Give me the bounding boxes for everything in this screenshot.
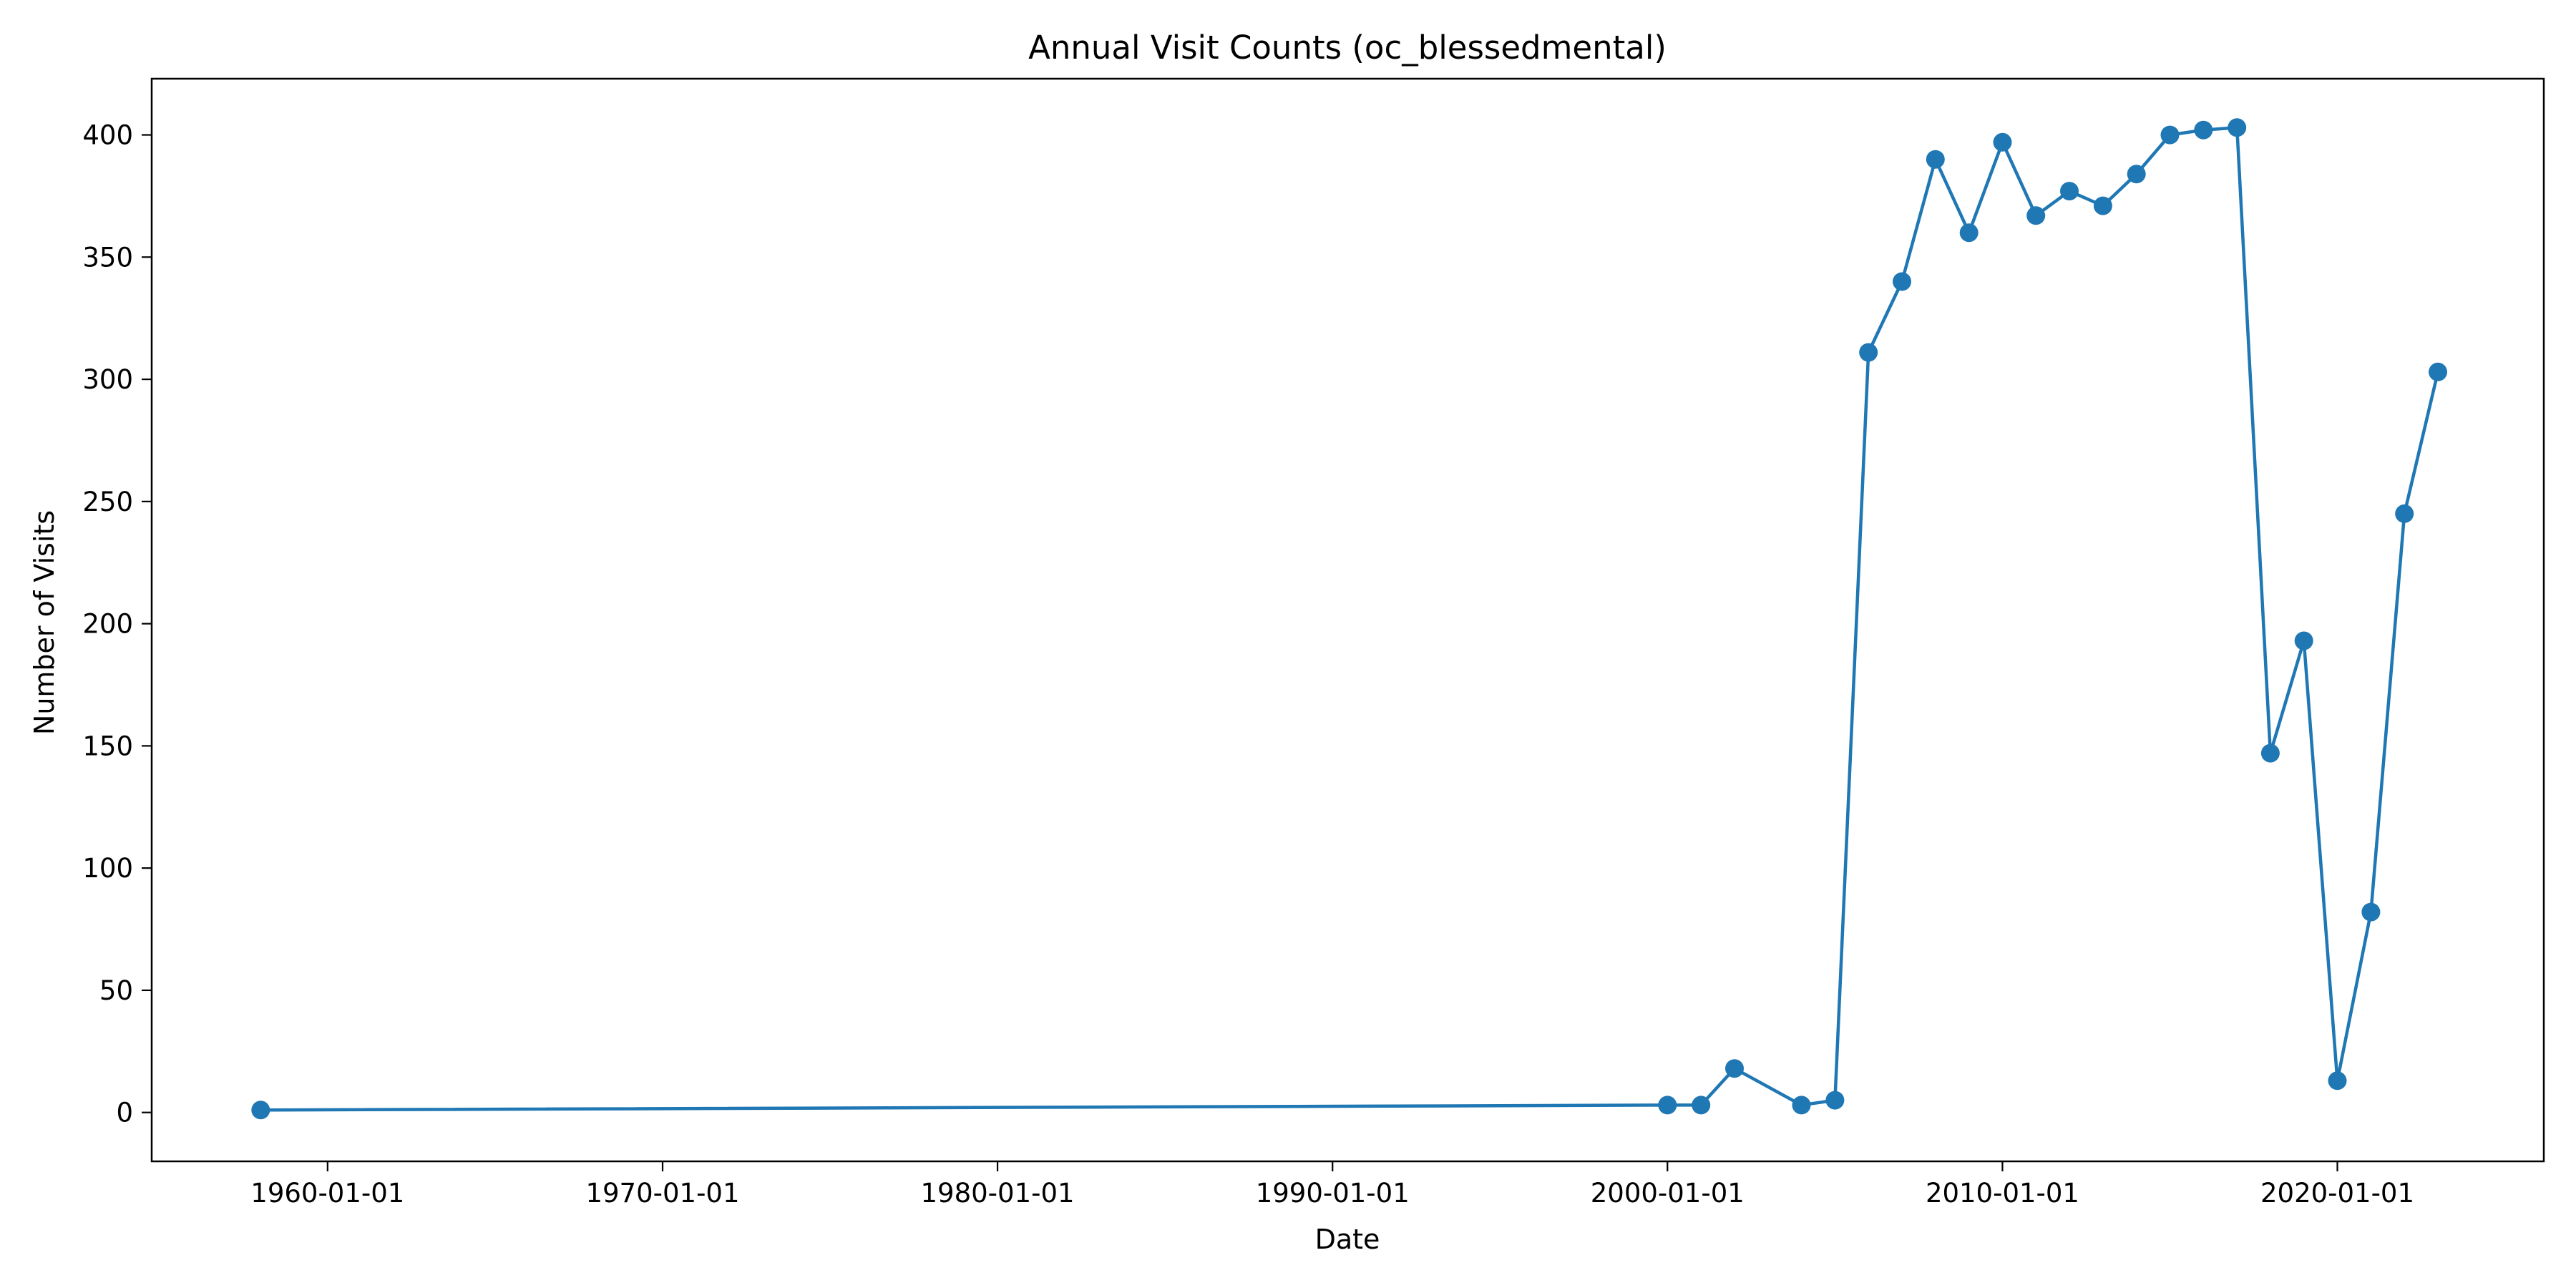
y-tick-label: 0: [116, 1098, 133, 1128]
y-tick-label: 100: [82, 853, 133, 884]
data-point: [2294, 631, 2313, 650]
x-tick-label: 2020-01-01: [2260, 1178, 2414, 1209]
x-tick-label: 2010-01-01: [1926, 1178, 2079, 1209]
data-point: [2328, 1071, 2347, 1091]
y-tick-label: 400: [82, 120, 133, 151]
data-point: [1692, 1096, 1711, 1115]
series-layer: [251, 118, 2447, 1120]
data-point: [2361, 902, 2381, 922]
chart-title: Annual Visit Counts (oc_blessedmental): [1028, 29, 1667, 67]
data-point: [1926, 150, 1945, 169]
data-point: [2127, 165, 2146, 184]
x-tick-label: 1990-01-01: [1256, 1178, 1410, 1209]
data-point: [1725, 1059, 1744, 1078]
x-tick-label: 1960-01-01: [250, 1178, 404, 1209]
x-tick-label: 2000-01-01: [1591, 1178, 1745, 1209]
data-point: [251, 1101, 270, 1120]
data-point: [1959, 223, 1979, 243]
x-tick-label: 1970-01-01: [585, 1178, 739, 1209]
data-point: [2429, 362, 2447, 381]
series-line: [260, 126, 2440, 1112]
data-point: [2395, 504, 2414, 523]
data-point: [1825, 1091, 1845, 1110]
y-tick-label: 350: [82, 242, 133, 273]
data-point: [2160, 125, 2180, 145]
data-point: [1993, 132, 2012, 152]
data-point: [1893, 272, 1911, 291]
y-tick-label: 50: [99, 975, 133, 1006]
y-tick-label: 150: [82, 731, 133, 761]
axis-ticks: 1960-01-01 1970-01-01 1980-01-01 1990-01-01…: [82, 120, 2414, 1209]
y-tick-label: 200: [82, 609, 133, 640]
data-point: [2260, 743, 2280, 763]
data-point: [1792, 1096, 1811, 1115]
data-point: [2093, 196, 2112, 215]
plot-area: 1960-01-01 1970-01-01 1980-01-01 1990-01-01…: [82, 77, 2545, 1209]
y-tick-label: 250: [82, 487, 133, 517]
data-point: [1658, 1096, 1677, 1115]
x-tick-label: 1980-01-01: [921, 1178, 1075, 1209]
data-point: [2194, 120, 2213, 140]
plot-frame: [150, 77, 2545, 1163]
y-tick-label: 300: [82, 364, 133, 395]
x-axis-label: Date: [1315, 1224, 1380, 1255]
data-point: [1859, 343, 1878, 362]
data-point: [2228, 118, 2247, 137]
data-point: [2026, 206, 2046, 225]
y-axis-label: Number of Visits: [29, 510, 60, 735]
data-point: [2060, 182, 2079, 201]
